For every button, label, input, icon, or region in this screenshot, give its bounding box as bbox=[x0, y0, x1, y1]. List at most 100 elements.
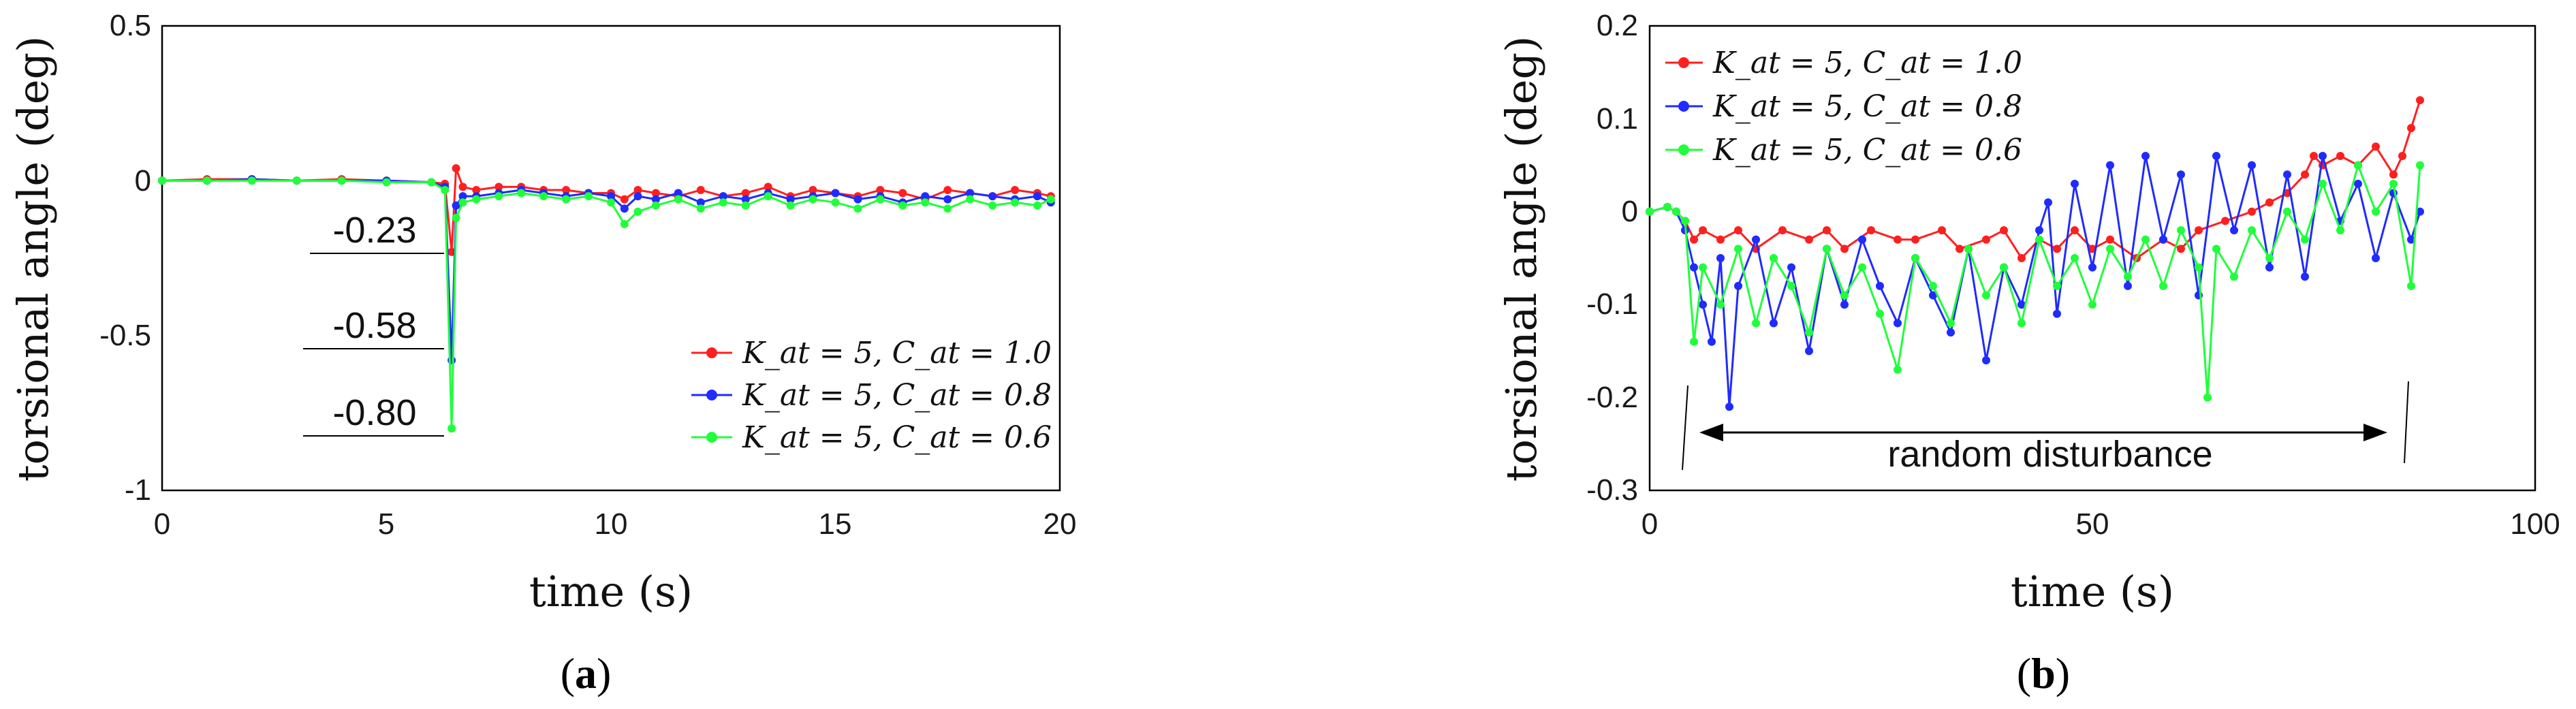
data-point-green bbox=[921, 198, 930, 207]
data-point-blue bbox=[1876, 281, 1884, 290]
data-point-red bbox=[2336, 152, 2344, 160]
legend-label-c10: K_at = 5, C_at = 1.0 bbox=[1712, 46, 2022, 80]
disturbance-start-marker bbox=[1682, 385, 1688, 471]
data-point-blue bbox=[2283, 170, 2291, 179]
chart-b-x-tick: 100 bbox=[2510, 507, 2560, 541]
data-point-blue bbox=[921, 192, 930, 201]
data-point-red bbox=[2221, 217, 2229, 225]
caption-a: (a) bbox=[561, 649, 612, 697]
data-point-blue bbox=[2248, 161, 2256, 170]
disturbance-arrow-head-left bbox=[1699, 424, 1723, 441]
annotation-peak-c10: -0.23 bbox=[332, 210, 416, 251]
data-point-green bbox=[2354, 161, 2362, 170]
data-point-green bbox=[876, 195, 885, 204]
chart-b-y-tick: -0.1 bbox=[1586, 287, 1638, 321]
data-point-blue bbox=[943, 195, 952, 204]
chart-b-legend: K_at = 5, C_at = 1.0 K_at = 5, C_at = 0.… bbox=[1665, 46, 2022, 168]
data-point-red bbox=[2416, 96, 2424, 105]
data-point-blue bbox=[1699, 300, 1707, 309]
data-point-blue bbox=[786, 195, 795, 204]
data-point-red bbox=[1716, 235, 1725, 244]
data-point-green bbox=[2071, 254, 2079, 262]
data-point-green bbox=[247, 176, 256, 185]
annotation-peak-c08: -0.58 bbox=[332, 305, 416, 346]
data-point-blue bbox=[1752, 235, 1760, 244]
data-point-red bbox=[1955, 245, 1964, 253]
data-point-blue bbox=[696, 198, 705, 207]
data-point-green bbox=[988, 201, 997, 210]
data-point-red bbox=[943, 186, 952, 194]
data-point-red bbox=[2372, 142, 2380, 151]
chart-a: 0.5 0 -0.5 -1 0 5 10 15 20 time (s) tors… bbox=[8, 9, 1076, 697]
data-point-green bbox=[764, 192, 772, 201]
data-point-green bbox=[2088, 300, 2096, 309]
data-point-green bbox=[2017, 319, 2026, 328]
series-line-blue bbox=[1649, 155, 2421, 407]
data-point-blue bbox=[2212, 152, 2220, 160]
chart-a-x-tick: 20 bbox=[1043, 507, 1077, 541]
disturbance-end-marker bbox=[2404, 381, 2409, 464]
data-point-red bbox=[494, 183, 503, 191]
data-point-red bbox=[741, 189, 750, 198]
data-point-green bbox=[831, 198, 840, 207]
data-point-green bbox=[452, 213, 460, 222]
data-point-red bbox=[1699, 226, 1707, 235]
data-point-red bbox=[2195, 226, 2203, 235]
data-point-green bbox=[1046, 195, 1055, 204]
legend-label-c10: K_at = 5, C_at = 1.0 bbox=[742, 336, 1052, 371]
data-point-green bbox=[1646, 207, 1654, 216]
chart-b-y-tick: 0.2 bbox=[1597, 9, 1638, 42]
chart-a-plot-area bbox=[161, 25, 1061, 492]
data-point-red bbox=[562, 186, 571, 194]
data-point-green bbox=[1663, 203, 1671, 211]
data-point-blue bbox=[1787, 263, 1795, 272]
data-point-green bbox=[472, 195, 481, 204]
chart-b-y-tick: 0 bbox=[1622, 195, 1638, 228]
chart-b-x-axis-label: time (s) bbox=[2011, 567, 2174, 616]
data-point-red bbox=[633, 186, 642, 194]
data-point-green bbox=[1947, 319, 1955, 328]
data-point-green bbox=[2283, 207, 2291, 216]
data-point-blue bbox=[719, 192, 727, 201]
data-point-red bbox=[898, 189, 907, 198]
data-point-green bbox=[1672, 207, 1680, 216]
data-point-green bbox=[1681, 217, 1689, 225]
data-point-red bbox=[2398, 152, 2406, 160]
data-point-green bbox=[674, 195, 682, 204]
data-point-blue bbox=[853, 195, 862, 204]
chart-b-y-axis-label: torsional angle (deg) bbox=[1496, 36, 1546, 482]
data-point-green bbox=[2106, 245, 2114, 253]
data-point-green bbox=[1716, 300, 1725, 309]
data-point-green bbox=[584, 192, 593, 201]
data-point-green bbox=[2000, 263, 2008, 272]
data-point-green bbox=[1964, 245, 1973, 253]
legend-label-c06: K_at = 5, C_at = 0.6 bbox=[1712, 133, 2022, 168]
chart-a-legend: K_at = 5, C_at = 1.0 K_at = 5, C_at = 0.… bbox=[691, 336, 1052, 455]
data-point-red bbox=[2017, 254, 2026, 262]
data-point-red bbox=[2071, 226, 2079, 235]
data-point-blue bbox=[1770, 319, 1778, 328]
data-point-blue bbox=[1894, 319, 1902, 328]
data-point-blue bbox=[2159, 235, 2167, 244]
data-point-green bbox=[494, 192, 503, 201]
chart-a-y-tick: -0.5 bbox=[99, 319, 151, 352]
chart-b-x-tick: 0 bbox=[1642, 507, 1658, 541]
data-point-red bbox=[1982, 235, 1990, 244]
chart-b-y-axis: 0.2 0.1 0 -0.1 -0.2 -0.3 bbox=[1586, 9, 1638, 507]
data-point-green bbox=[2141, 235, 2150, 244]
data-point-red bbox=[2000, 226, 2008, 235]
data-point-blue bbox=[2106, 161, 2114, 170]
legend-label-c08: K_at = 5, C_at = 0.8 bbox=[1712, 89, 2022, 124]
data-point-red bbox=[2177, 245, 2185, 253]
data-point-green bbox=[696, 204, 705, 213]
data-point-blue bbox=[2230, 226, 2238, 235]
data-point-blue bbox=[1858, 235, 1866, 244]
data-point-red bbox=[808, 186, 817, 194]
data-point-red bbox=[1894, 235, 1902, 244]
data-point-blue bbox=[2416, 207, 2424, 216]
legend-marker-green bbox=[706, 432, 717, 443]
data-point-green bbox=[2035, 235, 2043, 244]
data-point-blue bbox=[607, 192, 615, 201]
data-point-green bbox=[1982, 291, 1990, 300]
data-point-green bbox=[2248, 226, 2256, 235]
